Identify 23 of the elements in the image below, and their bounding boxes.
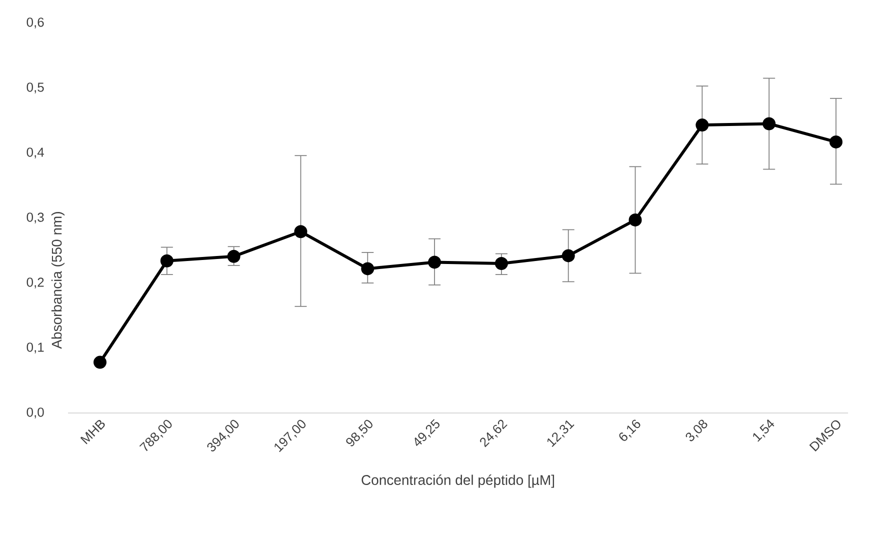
point xyxy=(762,117,776,130)
point xyxy=(696,118,709,132)
point xyxy=(428,256,442,269)
point xyxy=(562,249,575,262)
point xyxy=(628,213,642,226)
y-tick-label: 0,1 xyxy=(26,342,44,354)
y-tick-label: 0,0 xyxy=(26,408,44,418)
point xyxy=(94,356,107,369)
point xyxy=(494,256,508,270)
point xyxy=(160,254,174,268)
y-tick-label: 0,6 xyxy=(26,18,44,28)
point xyxy=(829,135,842,148)
point xyxy=(361,262,374,276)
x-tick-label: 3,08 xyxy=(686,420,708,442)
y-tick-label: 0,2 xyxy=(26,278,44,288)
point xyxy=(294,225,308,238)
y-tick-label: 0,3 xyxy=(26,212,44,224)
point xyxy=(227,250,240,263)
x-axis-title: Concentración del péptido [µM] xyxy=(362,474,554,488)
y-tick-label: 0,5 xyxy=(26,82,44,94)
y-tick-label: 0,4 xyxy=(26,148,44,158)
y-axis-title: Absorbancia (550 nm) xyxy=(51,212,64,349)
x-tick-label: 6,16 xyxy=(619,420,640,441)
